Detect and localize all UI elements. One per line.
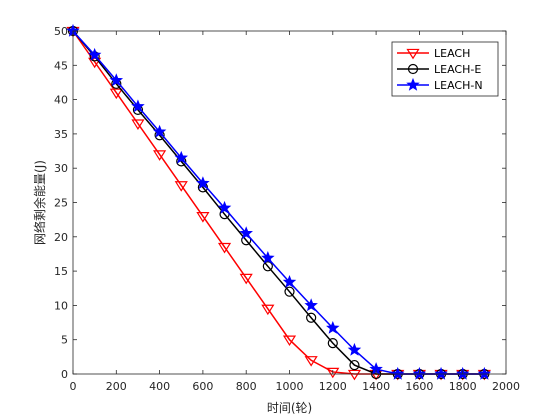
- x-tick-label: 1200: [319, 380, 347, 393]
- legend-box: [391, 41, 499, 97]
- data-point: [390, 366, 405, 380]
- data-point: [282, 335, 297, 347]
- data-point: [261, 250, 275, 264]
- data-point: [326, 320, 340, 334]
- data-point: [327, 338, 338, 349]
- x-tick-label: 1800: [449, 380, 477, 393]
- legend-marker: [406, 48, 420, 60]
- data-point: [347, 369, 362, 381]
- data-point: [262, 261, 273, 272]
- data-point: [347, 342, 362, 356]
- legend: LEACH LEACH-E LEACH-N: [391, 41, 499, 97]
- y-tick-label: 5: [61, 334, 68, 347]
- data-point: [88, 57, 102, 69]
- data-point: [217, 200, 232, 214]
- data-point: [477, 366, 492, 380]
- data-point: [196, 176, 210, 190]
- y-tick-label: 40: [54, 94, 68, 107]
- data-point: [326, 367, 340, 379]
- x-tick-label: 2000: [492, 380, 520, 393]
- data-point: [153, 150, 167, 161]
- data-point: [239, 273, 253, 285]
- y-tick-label: 30: [54, 162, 68, 175]
- legend-marker: [406, 77, 420, 91]
- data-point: [152, 124, 167, 138]
- x-tick-label: 600: [192, 380, 213, 393]
- y-tick-label: 15: [54, 265, 68, 278]
- y-tick-label: 10: [54, 299, 68, 312]
- data-point: [349, 359, 360, 371]
- y-tick-label: 25: [54, 197, 68, 210]
- data-point: [284, 286, 295, 297]
- x-tick-label: 200: [106, 380, 127, 393]
- legend-entry: LEACH-E: [397, 63, 481, 76]
- legend-label: LEACH-N: [434, 79, 483, 92]
- data-point: [434, 366, 448, 380]
- y-tick-label: 20: [54, 231, 68, 244]
- x-tick-label: 0: [70, 380, 77, 393]
- data-point: [304, 298, 318, 312]
- data-point: [131, 119, 145, 130]
- x-tick-label: 1400: [362, 380, 390, 393]
- x-tick-label: 800: [236, 380, 257, 393]
- x-tick-label: 1600: [405, 380, 433, 393]
- legend-entry: LEACH-N: [397, 77, 483, 92]
- data-point: [196, 212, 210, 223]
- data-point: [304, 356, 318, 367]
- y-axis-label: 网络剩余能量(J): [32, 160, 47, 245]
- legend-label: LEACH: [434, 47, 470, 60]
- legend-label: LEACH-E: [434, 63, 481, 76]
- y-tick-label: 35: [54, 128, 68, 141]
- y-tick-label: 50: [54, 25, 68, 38]
- data-point: [109, 73, 124, 87]
- x-tick-label: 1000: [276, 380, 304, 393]
- x-axis-label: 时间(轮): [267, 401, 312, 415]
- legend-entry: LEACH: [397, 47, 470, 60]
- y-tick-label: 45: [54, 59, 68, 72]
- x-axis: 0 200 400 600 800 1000 1200 1400 1600 1800 2000: [70, 31, 520, 393]
- data-point: [217, 242, 232, 254]
- y-tick-label: 0: [61, 368, 68, 381]
- data-point: [306, 312, 317, 323]
- data-point: [131, 99, 145, 113]
- data-point: [87, 47, 102, 61]
- data-point: [174, 181, 188, 192]
- legend-marker: [407, 63, 419, 75]
- data-point: [261, 304, 275, 316]
- data-point: [109, 88, 123, 100]
- data-point: [282, 274, 297, 288]
- y-axis: 0 5 10 15 20 25 30 35 40 45 50: [54, 25, 506, 381]
- data-point: [239, 226, 253, 240]
- x-tick-label: 400: [149, 380, 170, 393]
- data-point: [174, 150, 189, 164]
